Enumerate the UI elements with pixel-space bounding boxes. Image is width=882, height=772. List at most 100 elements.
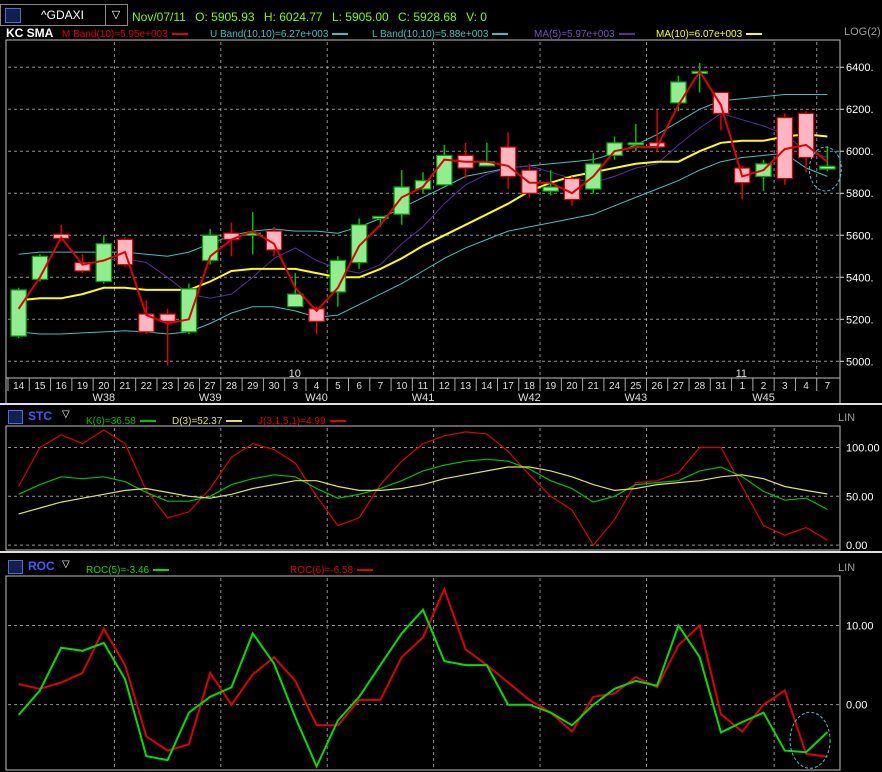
legend-roc5: ROC(5)=-3.46 [86, 565, 170, 576]
x-tick-label: 24 [609, 381, 621, 392]
x-tick-label: 4 [314, 381, 320, 392]
roc-chevron-down-icon[interactable]: ▽ [62, 559, 70, 570]
x-tick-label: 21 [119, 381, 131, 392]
x-tick-label: 22 [141, 381, 153, 392]
x-tick-label: 21 [588, 381, 600, 392]
x-tick-label: 28 [694, 381, 706, 392]
u-band-line [18, 94, 828, 257]
week-label: W45 [752, 392, 775, 404]
bar-volume: V: 0 [466, 10, 487, 24]
x-tick-label: 6 [356, 381, 362, 392]
x-tick-label: 19 [77, 381, 89, 392]
y-tick-label: 6400. [846, 62, 874, 74]
d-line [18, 466, 828, 515]
candle-body [670, 81, 687, 104]
x-tick-label: 26 [652, 381, 664, 392]
y-tick-label: 6200. [846, 104, 874, 116]
x-tick-label: 20 [566, 381, 578, 392]
legend-j: J(3,1,5,1)=4.99 [258, 416, 346, 427]
roc6-line [18, 586, 828, 758]
y-tick-label: 100.00 [846, 443, 880, 455]
y-tick-label: 5800. [846, 188, 874, 200]
highlight-ellipse [789, 711, 831, 769]
main-scale-label: LOG(2) [844, 26, 881, 38]
x-tick-label: 2 [761, 381, 767, 392]
x-tick-label: 7 [378, 381, 384, 392]
legend-mband: M Band(10)=5.95e+003 [62, 29, 188, 40]
x-tick-label: 13 [460, 381, 472, 392]
x-tick-label: 27 [205, 381, 217, 392]
candle-body [180, 288, 198, 333]
week-label: W42 [518, 392, 541, 404]
symbol-selector[interactable]: ^GDAXI ▽ [0, 4, 128, 26]
candle-body [74, 261, 91, 272]
candle-body [10, 289, 27, 337]
legend-ma5: MA(5)=5.97e+003 [534, 29, 635, 40]
j-line [18, 429, 828, 547]
highlight-ellipse [808, 146, 842, 192]
y-tick-label: 50.00 [846, 491, 874, 503]
x-tick-label: 14 [481, 381, 493, 392]
candle-body [819, 165, 836, 170]
x-tick-label: 15 [34, 381, 46, 392]
roc-plot-frame [5, 575, 841, 771]
bar-date: Nov/07/11 [132, 10, 186, 24]
candle-body [265, 230, 283, 251]
x-tick-label: 28 [226, 381, 238, 392]
y-tick-label: 5600. [846, 230, 874, 242]
x-tick-label: 5 [335, 381, 341, 392]
candle-body [393, 186, 410, 215]
roc-chart-icon [8, 560, 23, 574]
ohlc-readout: Nov/07/11 O: 5905.93 H: 6024.77 L: 5905.… [132, 10, 493, 24]
week-label: W38 [92, 392, 115, 404]
candle-body [499, 146, 517, 178]
x-tick-label: 11 [418, 381, 429, 392]
date-axis-frame [5, 377, 841, 405]
roc-scale-label: LIN [838, 562, 856, 574]
candle-body [414, 180, 432, 190]
main-plot-frame [5, 39, 841, 379]
bar-open: O: 5905.93 [195, 10, 255, 24]
x-tick-label: 25 [630, 381, 642, 392]
bar-close: C: 5928.68 [398, 10, 457, 24]
stc-chart-icon [8, 410, 23, 424]
week-label: W43 [625, 392, 648, 404]
week-label: W40 [305, 392, 328, 404]
legend-roc6: ROC(6)=-6.58 [290, 565, 374, 576]
legend-d: D(3)=52.37 [172, 416, 243, 427]
x-tick-label: 30 [268, 381, 280, 392]
y-tick-label: 0.00 [846, 700, 867, 712]
candle-body [542, 186, 559, 192]
bar-high: H: 6024.77 [263, 10, 323, 24]
chevron-down-icon[interactable]: ▽ [105, 5, 126, 25]
stc-scale-label: LIN [838, 412, 856, 424]
x-tick-label: 20 [98, 381, 110, 392]
candle-body [31, 255, 49, 280]
y-tick-label: 6000. [846, 146, 874, 158]
y-tick-label: 10.00 [846, 621, 874, 633]
y-tick-label: 0.00 [846, 540, 867, 552]
bar-low: L: 5905.00 [331, 10, 389, 24]
k-line [18, 458, 828, 510]
x-tick-label: 17 [503, 381, 515, 392]
legend-uband: U Band(10,10)=6.27e+003 [210, 29, 349, 40]
y-tick-label: 5000. [846, 356, 874, 368]
candle-body [329, 259, 347, 293]
x-tick-label: 16 [56, 381, 68, 392]
month-label: 10 [289, 368, 301, 380]
roc5-line [17, 607, 829, 769]
month-label: 11 [736, 368, 747, 380]
stc-panel-title: STC [28, 409, 52, 423]
stc-chevron-down-icon[interactable]: ▽ [62, 409, 70, 420]
ma10-line [18, 133, 828, 302]
x-tick-label: 7 [825, 381, 831, 392]
week-label: W39 [199, 392, 222, 404]
roc-panel-title: ROC [28, 559, 55, 573]
x-tick-label: 31 [715, 381, 727, 392]
candle-body [308, 308, 325, 322]
x-tick-label: 12 [439, 381, 451, 392]
legend-ma10: MA(10)=6.07e+003 [656, 29, 763, 40]
y-tick-label: 5400. [846, 272, 874, 284]
week-label: W41 [412, 392, 435, 404]
chart-icon [5, 8, 21, 23]
